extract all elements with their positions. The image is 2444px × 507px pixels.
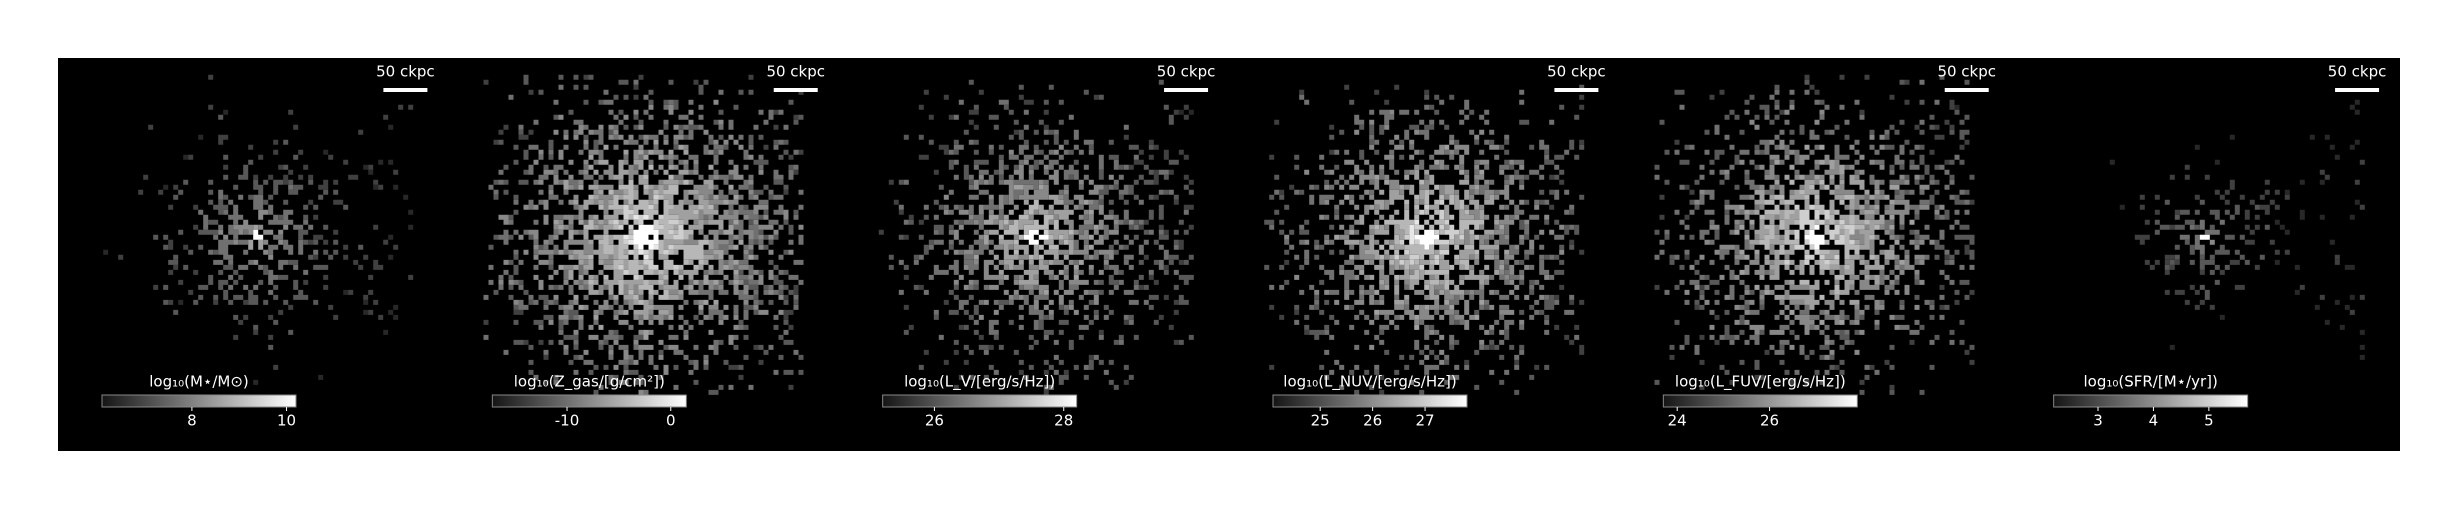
- colorbar: [1662, 394, 1858, 408]
- image-pixels: [248, 224, 264, 250]
- scale-label: 50 ckpc: [1157, 63, 1216, 81]
- image-pixels: [1334, 144, 1510, 330]
- image-pixels: [1759, 179, 1880, 300]
- image-pixels: [2154, 199, 2270, 300]
- scale-bar: [1164, 88, 1209, 92]
- image-pixels: [943, 144, 1134, 320]
- image-pixels: [1374, 179, 1485, 290]
- colorbar: [1272, 394, 1468, 408]
- image-pixels: [2199, 234, 2210, 240]
- image-pixels: [153, 114, 364, 350]
- scale-label: 50 ckpc: [1937, 63, 1996, 81]
- image-pixels: [613, 194, 684, 280]
- image-pixels: [633, 224, 659, 250]
- colorbar: [101, 394, 297, 408]
- colorbar-label: log₁₀(SFR/[M⋆/yr]): [2083, 373, 2217, 391]
- image-pixels: [1654, 79, 1975, 375]
- colorbar-label: log₁₀(Z_gas/[g/cm²]): [514, 373, 665, 392]
- image-pixels: [1804, 224, 1825, 250]
- panel: 50 ckpc log₁₀(SFR/[M⋆/yr]) 3 4 5: [2053, 63, 2387, 430]
- scale-label: 50 ckpc: [2328, 63, 2387, 81]
- colorbar-label: log₁₀(M⋆/M⊙): [149, 373, 249, 391]
- colorbar-label: log₁₀(L_V/[erg/s/Hz]): [904, 373, 1055, 392]
- image-pixels: [973, 184, 1099, 295]
- colorbar-tick-label: 26: [1760, 412, 1779, 430]
- colorbar-tick-label: 26: [1363, 412, 1382, 430]
- image-pixels: [1414, 229, 1440, 250]
- image-pixels: [898, 99, 1189, 390]
- scale-label: 50 ckpc: [376, 63, 435, 81]
- colorbar-tick-label: 28: [1054, 412, 1073, 430]
- image-pixels: [1394, 199, 1465, 270]
- image-pixels: [888, 79, 1194, 390]
- colorbar-tick-label: 4: [2149, 412, 2159, 430]
- colorbar-tick-label: 26: [925, 412, 944, 430]
- panel: 50 ckpc log₁₀(Z_gas/[g/cm²]) -10 0: [483, 63, 825, 430]
- colorbar-tick-label: 5: [2204, 412, 2214, 430]
- image-pixels: [1043, 229, 1049, 235]
- colorbar-tick-label: -10: [555, 412, 580, 430]
- panel: 50 ckpc log₁₀(M⋆/M⊙) 8 10: [101, 63, 435, 430]
- image-pixels: [1954, 104, 1960, 110]
- figure-background: [58, 58, 2400, 451]
- scale-bar: [1554, 88, 1599, 92]
- scale-bar: [2335, 88, 2380, 92]
- image-pixels: [998, 199, 1074, 260]
- scale-bar: [383, 88, 428, 92]
- panel: 50 ckpc log₁₀(L_NUV/[erg/s/Hz]) 25 26 27: [1264, 63, 1606, 430]
- image-pixels: [1784, 204, 1855, 265]
- colorbar-tick-label: 10: [277, 412, 296, 430]
- panel: 50 ckpc log₁₀(L_V/[erg/s/Hz]) 26 28: [878, 63, 1216, 430]
- colorbar-tick-label: 25: [1311, 412, 1330, 430]
- colorbar: [491, 394, 687, 408]
- colorbar-label: log₁₀(L_NUV/[erg/s/Hz]): [1283, 373, 1456, 392]
- image-pixels: [623, 214, 659, 260]
- image-pixels: [1284, 109, 1565, 365]
- image-pixels: [1409, 219, 1420, 245]
- colorbar-tick-label: 27: [1416, 412, 1435, 430]
- colorbar-tick-label: 24: [1668, 412, 1687, 430]
- scale-bar: [773, 88, 818, 92]
- image-pixels: [1023, 229, 1049, 245]
- image-pixels: [1654, 74, 1975, 395]
- image-pixels: [583, 164, 714, 305]
- colorbar-tick-label: 0: [666, 412, 676, 430]
- image-pixels: [2209, 239, 2215, 245]
- image-pixels: [1684, 104, 1945, 360]
- image-pixels: [2179, 219, 2225, 255]
- colorbar-tick-label: 3: [2093, 412, 2103, 430]
- image-pixels: [198, 184, 319, 295]
- image-pixels: [553, 139, 754, 340]
- image-pixels: [1734, 144, 1915, 325]
- image-pixels: [1269, 89, 1580, 390]
- image-pixels: [253, 229, 264, 240]
- scale-bar: [1944, 88, 1989, 92]
- scale-label: 50 ckpc: [1547, 63, 1606, 81]
- image-pixels: [1264, 84, 1585, 395]
- colorbar: [2053, 394, 2249, 408]
- image-pixels: [1178, 109, 1194, 115]
- panel: 50 ckpc log₁₀(L_FUV/[erg/s/Hz]) 24 26: [1654, 63, 1996, 430]
- colorbar: [882, 394, 1078, 408]
- scale-label: 50 ckpc: [766, 63, 825, 81]
- colorbar-tick-label: 8: [187, 412, 197, 430]
- colorbar-label: log₁₀(L_FUV/[erg/s/Hz]): [1675, 373, 1846, 392]
